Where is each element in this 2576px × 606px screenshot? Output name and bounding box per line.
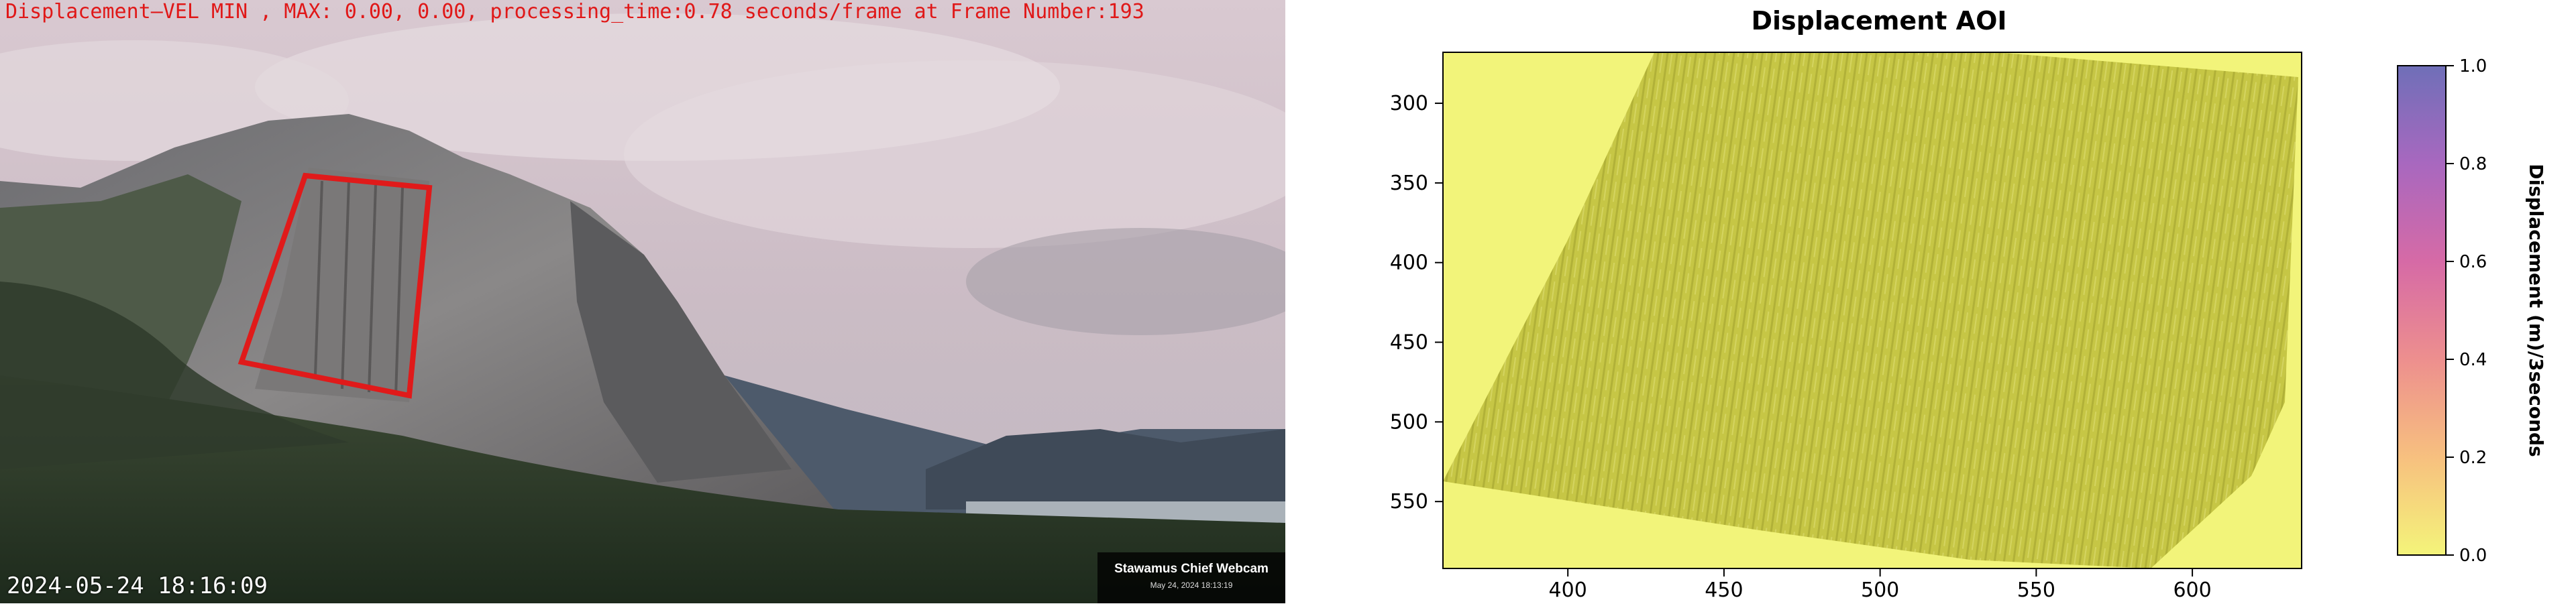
webcam-badge-date: May 24, 2024 18:13:19 <box>1150 581 1233 590</box>
roi-polygon <box>237 172 433 399</box>
colorbar-tick-label: 0.2 <box>2459 448 2487 468</box>
displacement-chart: Displacement AOI 400 450 500 550 600 300 350 4… <box>1285 0 2576 603</box>
webcam-view: Displacement—VEL MIN , MAX: 0.00, 0.00, … <box>0 0 1285 603</box>
webcam-image <box>0 0 1285 603</box>
y-axis: 300 350 400 450 500 550 <box>1390 92 1443 513</box>
y-tick-label: 500 <box>1390 410 1428 434</box>
colorbar <box>2397 65 2447 556</box>
colorbar-tick-label: 0.0 <box>2459 546 2487 566</box>
y-tick-label: 450 <box>1390 331 1428 355</box>
chart-canvas: Displacement AOI 400 450 500 550 600 300 350 4… <box>1390 6 2547 602</box>
y-tick-label: 550 <box>1390 490 1428 513</box>
colorbar-tick-label: 1.0 <box>2459 56 2487 76</box>
processing-status-text: Displacement—VEL MIN , MAX: 0.00, 0.00, … <box>5 0 1144 23</box>
colorbar-tick-label: 0.8 <box>2459 154 2487 174</box>
x-tick-label: 600 <box>2173 579 2211 602</box>
x-tick-label: 450 <box>1705 579 1743 602</box>
webcam-badge: Stawamus Chief Webcam May 24, 2024 18:13… <box>1097 552 1285 603</box>
y-tick-label: 350 <box>1390 172 1428 195</box>
colorbar-axis: 0.0 0.2 0.4 0.6 0.8 1.0 <box>2446 56 2487 566</box>
webcam-badge-title: Stawamus Chief Webcam <box>1114 562 1269 576</box>
plot-frame <box>1442 52 2302 569</box>
y-tick-label: 400 <box>1390 251 1428 275</box>
x-tick-label: 550 <box>2017 579 2055 602</box>
y-tick-label: 300 <box>1390 92 1428 115</box>
aoi-texture <box>1443 52 2298 568</box>
x-axis: 400 450 500 550 600 <box>1549 568 2212 602</box>
chart-title: Displacement AOI <box>1751 6 2006 36</box>
x-tick-label: 400 <box>1549 579 1587 602</box>
x-tick-label: 500 <box>1861 579 1899 602</box>
colorbar-tick-label: 0.4 <box>2459 350 2487 370</box>
webcam-timestamp: 2024-05-24 18:16:09 <box>7 572 268 599</box>
colorbar-label: Displacement (m)/3seconds <box>2525 164 2547 457</box>
colorbar-tick-label: 0.6 <box>2459 252 2487 272</box>
